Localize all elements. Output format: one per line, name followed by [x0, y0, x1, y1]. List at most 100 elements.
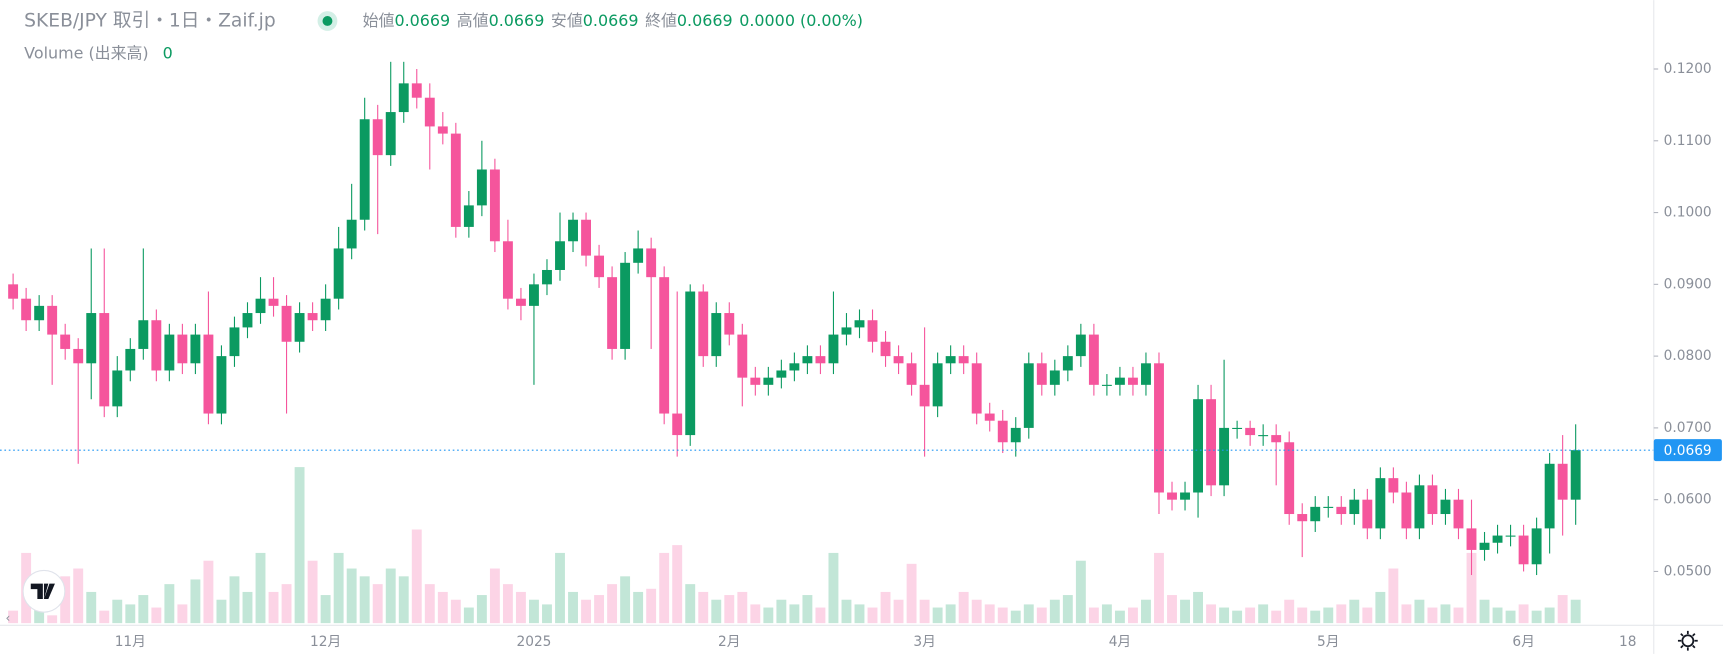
candle-body	[1036, 363, 1047, 385]
volume-bar	[138, 595, 149, 624]
x-tick-label: 18	[1619, 634, 1636, 650]
candle-body	[724, 313, 735, 335]
volume-bar	[515, 591, 526, 624]
current-price-box	[1653, 439, 1722, 462]
volume-bar	[607, 584, 618, 624]
volume-bar	[828, 552, 839, 624]
volume-bar	[620, 576, 631, 624]
x-tick-label: 2025	[516, 634, 551, 650]
volume-bar	[633, 591, 644, 624]
volume-bar	[958, 591, 969, 624]
volume-bar	[1375, 591, 1386, 624]
candle-body	[320, 298, 331, 321]
volume-bar	[1518, 604, 1529, 624]
candle-body	[242, 313, 253, 328]
volume-bar	[1023, 604, 1034, 624]
candle-body	[411, 83, 422, 98]
x-tick-label: 12月	[310, 634, 341, 650]
candle-body	[1271, 435, 1282, 443]
candle-body	[1180, 492, 1190, 500]
candle-body	[750, 377, 761, 385]
candle-body	[620, 262, 631, 349]
volume-bar	[1440, 604, 1451, 624]
volume-bar	[711, 599, 722, 624]
volume-bar	[99, 610, 110, 624]
volume-bar	[1544, 607, 1555, 624]
candle-body	[1010, 427, 1021, 443]
candle-body	[893, 356, 904, 364]
volume-bar	[1362, 607, 1373, 624]
candle-body	[1505, 535, 1516, 537]
volume-bar	[8, 610, 19, 624]
x-tick-label: 4月	[1109, 634, 1131, 650]
candle-body	[906, 363, 917, 385]
legend-label: 高値	[457, 10, 489, 29]
candle-body	[1049, 370, 1060, 385]
candle-body	[1557, 463, 1568, 500]
volume-value: 0	[163, 43, 173, 62]
plot-area	[0, 61, 1654, 624]
candle-body	[919, 384, 930, 407]
candle-body	[529, 284, 539, 306]
volume-bar	[60, 576, 71, 624]
x-tick-label: 5月	[1317, 634, 1339, 650]
candle-body	[385, 112, 396, 156]
volume-bar	[1336, 604, 1347, 624]
volume-bar	[1114, 610, 1125, 624]
candle-body	[281, 305, 292, 342]
volume-bar	[1154, 552, 1164, 624]
volume-bar	[1036, 607, 1047, 624]
y-tick-label: 0.0700	[1664, 420, 1712, 436]
candle-body	[515, 298, 526, 306]
candle-body	[958, 356, 969, 364]
candle-body	[763, 377, 774, 385]
candle-body	[1206, 399, 1217, 486]
volume-bar	[1088, 607, 1099, 624]
candle-body	[229, 327, 240, 357]
candle-body	[737, 334, 748, 378]
candle-body	[841, 327, 852, 335]
legend-label: 安値	[551, 10, 583, 29]
candle-body	[555, 241, 565, 270]
candle-body	[164, 334, 175, 371]
candle-body	[1466, 528, 1477, 550]
volume-bar	[971, 599, 982, 624]
candle-body	[945, 356, 956, 364]
y-tick-label: 0.0800	[1664, 348, 1712, 364]
candle-body	[685, 291, 696, 436]
volume-bar	[346, 568, 357, 624]
ohlc-legend: 始値0.0669 高値0.0669 安値0.0669 終値0.0669 0.0000 (…	[363, 10, 863, 29]
volume-bar	[1049, 599, 1060, 624]
candle-body	[99, 313, 110, 407]
scroll-left[interactable]: ‹	[5, 611, 10, 625]
volume-bar	[242, 591, 253, 624]
volume-bar	[476, 595, 487, 624]
candle-body	[372, 119, 383, 156]
volume-bar	[268, 591, 279, 624]
candle-body	[984, 413, 995, 421]
volume-bar	[568, 591, 578, 624]
legend-label: 始値	[363, 10, 395, 29]
volume-bar	[1180, 599, 1190, 624]
volume-bar	[542, 604, 552, 624]
volume-bar	[919, 599, 930, 624]
legend-value: 0.0669	[489, 10, 545, 29]
volume-bar	[529, 599, 539, 624]
volume-bar	[906, 563, 917, 624]
volume-bar	[984, 604, 995, 624]
candle-body	[1023, 363, 1034, 428]
candle-body	[424, 97, 435, 127]
settings-icon[interactable]	[1677, 630, 1698, 651]
candle-body	[1518, 535, 1529, 565]
volume-bar	[255, 552, 266, 624]
candle-body	[463, 205, 474, 227]
candle-body	[34, 305, 45, 321]
volume-bar	[646, 588, 657, 624]
volume-bar	[112, 599, 123, 624]
candle-body	[21, 298, 32, 321]
candle-body	[971, 363, 982, 414]
candle-body	[711, 313, 722, 357]
volume-bar	[932, 607, 943, 624]
candle-body	[476, 169, 487, 206]
candle-body	[880, 341, 891, 357]
